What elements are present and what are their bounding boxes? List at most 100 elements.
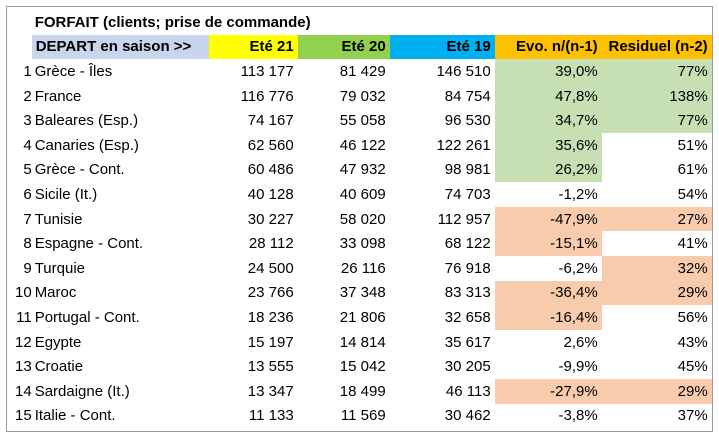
row-number: 9	[23, 259, 32, 277]
header-ete-19: Eté 19	[389, 34, 495, 60]
destination-name: Croatie	[34, 358, 84, 376]
value-ete-21: 18 236	[247, 308, 294, 326]
value-residuel: 61%	[677, 161, 708, 179]
table-row: 13 Croatie 13 555 15 042 30 205 -9,9% 45%	[11, 354, 712, 379]
row-number: 13	[15, 358, 32, 376]
row-number: 1	[23, 62, 32, 80]
table-row: 12 Egypte 15 197 14 814 35 617 2,6% 43%	[11, 330, 712, 355]
value-ete-21: 15 197	[247, 333, 294, 351]
value-ete-20: 37 348	[339, 284, 386, 302]
value-ete-20: 33 098	[339, 235, 386, 253]
value-evolution: -47,9%	[494, 206, 602, 232]
value-ete-20: 26 116	[340, 259, 386, 277]
value-residuel: 45%	[677, 358, 708, 376]
value-ete-21: 11 133	[248, 407, 294, 425]
value-ete-21: 74 167	[247, 112, 294, 130]
value-ete-19: 96 530	[444, 112, 491, 130]
destination-name: Portugal - Cont.	[34, 308, 140, 326]
value-ete-19: 98 981	[444, 161, 491, 179]
table-row: 4 Canaries (Esp.) 62 560 46 122 122 261 35,6%…	[11, 132, 712, 158]
value-ete-19: 84 754	[444, 87, 491, 105]
destination-name: Baleares (Esp.)	[34, 112, 139, 130]
value-ete-19: 35 617	[444, 333, 491, 351]
row-number: 5	[23, 161, 32, 179]
row-number: 14	[15, 382, 32, 400]
value-ete-19: 30 462	[444, 407, 491, 425]
value-evolution: -3,8%	[558, 407, 598, 425]
value-ete-21: 62 560	[247, 136, 294, 154]
row-number: 2	[23, 87, 32, 105]
value-ete-20: 46 122	[339, 136, 386, 154]
header-ete-20: Eté 20	[297, 34, 390, 60]
table-row: 6 Sicile (It.) 40 128 40 609 74 703 -1,2% 54%	[11, 182, 712, 207]
table-row: 14 Sardaigne (It.) 13 347 18 499 46 113 -27,9…	[11, 378, 712, 404]
value-evolution: 26,2%	[494, 157, 602, 183]
header-ete-21: Eté 21	[208, 34, 298, 60]
value-ete-19: 68 122	[444, 235, 491, 253]
destination-name: Sardaigne (It.)	[34, 382, 130, 400]
value-ete-21: 113 177	[240, 62, 294, 80]
row-number: 11	[16, 308, 32, 326]
table-row: 9 Turquie 24 500 26 116 76 918 -6,2% 32%	[11, 255, 712, 281]
value-residuel: 43%	[677, 333, 708, 351]
value-residuel: 27%	[601, 206, 712, 232]
value-ete-19: 146 510	[436, 62, 491, 80]
value-ete-20: 40 609	[339, 185, 386, 203]
table-row: 2 France 116 776 79 032 84 754 47,8% 138%	[11, 83, 712, 109]
value-ete-19: 74 703	[444, 185, 491, 203]
table-row: 5 Grèce - Cont. 60 486 47 932 98 981 26,2% 61%	[11, 157, 712, 183]
value-residuel: 37%	[677, 407, 708, 425]
row-number: 3	[23, 112, 32, 130]
destination-name: Turquie	[34, 259, 85, 277]
value-residuel: 29%	[601, 378, 712, 404]
header-depart: DEPART en saison >>	[31, 34, 209, 60]
table-row: 8 Espagne - Cont. 28 112 33 098 68 122 -15,1%…	[11, 231, 712, 256]
value-ete-20: 81 429	[339, 62, 386, 80]
value-evolution: -15,1%	[494, 231, 602, 256]
value-evolution: -36,4%	[494, 280, 602, 306]
value-ete-21: 23 766	[247, 284, 294, 302]
value-evolution: 39,0%	[494, 59, 602, 84]
table-row: 1 Grèce - Îles 113 177 81 429 146 510 39,0% 77…	[11, 59, 712, 84]
value-ete-21: 24 500	[247, 259, 294, 277]
destination-name: Sicile (It.)	[34, 185, 98, 203]
value-ete-20: 14 814	[339, 333, 386, 351]
value-ete-20: 47 932	[339, 161, 386, 179]
value-ete-20: 18 499	[339, 382, 386, 400]
value-ete-21: 28 112	[248, 235, 294, 253]
destination-name: Egypte	[34, 333, 82, 351]
value-ete-19: 83 313	[444, 284, 491, 302]
value-ete-19: 112 957	[437, 210, 491, 228]
value-residuel: 51%	[677, 136, 708, 154]
value-ete-19: 32 658	[444, 308, 491, 326]
table-row: 15 Italie - Cont. 11 133 11 569 30 462 -3,8% 3…	[11, 404, 712, 429]
value-ete-21: 60 486	[247, 161, 294, 179]
value-residuel: 56%	[677, 308, 708, 326]
header-residuel: Residuel (n-2)	[601, 34, 712, 60]
value-ete-20: 15 042	[339, 358, 386, 376]
value-evolution: 35,6%	[494, 132, 602, 158]
value-ete-20: 79 032	[339, 87, 386, 105]
value-evolution: -27,9%	[494, 378, 602, 404]
value-residuel: 54%	[677, 185, 708, 203]
value-residuel: 77%	[601, 108, 712, 133]
table-row: 3 Baleares (Esp.) 74 167 55 058 96 530 34,7% 7…	[11, 108, 712, 133]
table-row: 7 Tunisie 30 227 58 020 112 957 -47,9% 27%	[11, 206, 712, 232]
table-row: 10 Maroc 23 766 37 348 83 313 -36,4% 29%	[11, 280, 712, 306]
value-evolution: 34,7%	[494, 108, 602, 133]
value-residuel: 29%	[601, 280, 712, 306]
value-ete-21: 40 128	[247, 185, 294, 203]
table-title: FORFAIT (clients; prise de commande)	[34, 13, 311, 31]
value-residuel: 77%	[601, 59, 712, 84]
value-ete-20: 55 058	[339, 112, 386, 130]
value-evolution: 47,8%	[494, 83, 602, 109]
value-ete-21: 30 227	[247, 210, 294, 228]
destination-name: Grèce - Cont.	[34, 161, 125, 179]
value-ete-21: 116 776	[240, 87, 294, 105]
forfait-table: FORFAIT (clients; prise de commande) DEP…	[11, 10, 712, 428]
value-evolution: -6,2%	[558, 259, 598, 277]
row-number: 4	[23, 136, 32, 154]
value-ete-20: 21 806	[339, 308, 386, 326]
header-row: DEPART en saison >> Eté 21 Eté 20 Eté 19…	[11, 34, 712, 60]
value-evolution: -1,2%	[558, 185, 598, 203]
